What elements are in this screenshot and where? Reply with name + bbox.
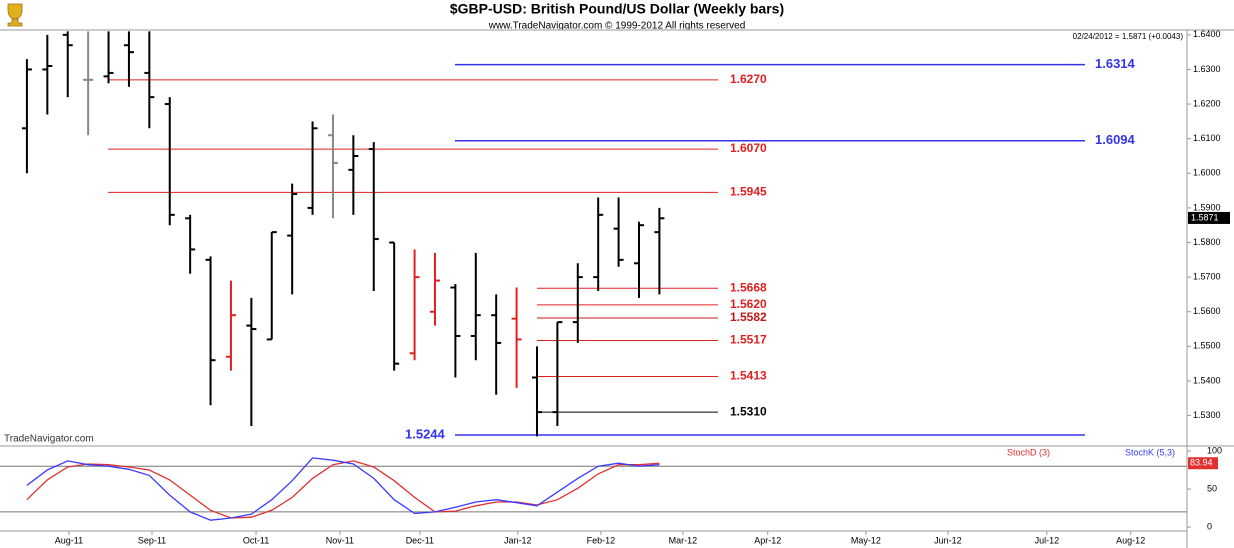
x-tick-label: Apr-12 (754, 535, 781, 545)
x-tick-label: Aug-12 (1116, 535, 1145, 545)
y-tick-label: 0 (1207, 521, 1212, 531)
x-tick-label: May-12 (851, 535, 881, 545)
y-tick-label: 1.5400 (1193, 375, 1221, 385)
level-label: 1.5413 (730, 369, 767, 383)
y-tick-label: 1.6200 (1193, 98, 1221, 108)
level-label: 1.5244 (405, 426, 446, 441)
y-tick-label: 1.5300 (1193, 410, 1221, 420)
stoch-line (26, 460, 660, 519)
y-tick-label: 1.6300 (1193, 64, 1221, 74)
level-label: 1.5582 (730, 310, 767, 324)
level-label: 1.5310 (730, 404, 767, 418)
y-tick-label: 1.6000 (1193, 168, 1221, 178)
x-tick-label: Jul-12 (1035, 535, 1060, 545)
x-tick-label: Oct-11 (243, 535, 269, 545)
level-label: 1.6070 (730, 141, 767, 155)
x-tick-label: Nov-11 (326, 535, 354, 545)
last-value-box (1188, 457, 1218, 470)
level-label: 1.5945 (730, 185, 767, 199)
x-tick-label: Aug-11 (55, 535, 83, 545)
stoch-line (26, 457, 660, 521)
legend-entry: StochK (5,3) (1125, 447, 1175, 457)
watermark: TradeNavigator.com (4, 434, 94, 445)
y-tick-label: 1.6100 (1193, 133, 1221, 143)
chart-subtitle: www.TradeNavigator.com © 1999-2012 All r… (488, 21, 746, 32)
level-label: 1.6094 (1095, 132, 1136, 147)
y-tick-label: 1.5600 (1193, 306, 1221, 316)
level-label: 1.6270 (730, 72, 767, 86)
last-value-label: 83.94 (1190, 458, 1213, 468)
x-tick-label: Jan-12 (504, 535, 532, 545)
info-label: 02/24/2012 = 1.5871 (+0.0043) (1073, 32, 1184, 41)
y-tick-label: 50 (1207, 483, 1217, 493)
x-tick-label: Feb-12 (587, 535, 616, 545)
y-tick-label: 1.6400 (1193, 29, 1221, 39)
y-tick-label: 1.5900 (1193, 202, 1221, 212)
level-label: 1.5668 (730, 280, 767, 294)
x-tick-label: Dec-11 (406, 535, 434, 545)
y-tick-label: 1.5500 (1193, 341, 1221, 351)
x-tick-label: Mar-12 (669, 535, 698, 545)
logo-icon (7, 3, 23, 27)
last-value-box (1188, 211, 1230, 224)
y-tick-label: 1.5800 (1193, 237, 1221, 247)
y-tick-label: 100 (1207, 445, 1222, 455)
x-tick-label: Sep-11 (138, 535, 166, 545)
level-label: 1.5517 (730, 333, 767, 347)
x-tick-label: Jun-12 (934, 535, 962, 545)
y-tick-label: 1.5700 (1193, 272, 1221, 282)
last-value-label: 1.5871 (1191, 212, 1219, 222)
chart-title: $GBP-USD: British Pound/US Dollar (Weekl… (450, 1, 784, 17)
level-label: 1.6314 (1095, 56, 1136, 71)
legend-entry: StochD (3) (1007, 447, 1050, 457)
level-label: 1.5620 (730, 297, 767, 311)
